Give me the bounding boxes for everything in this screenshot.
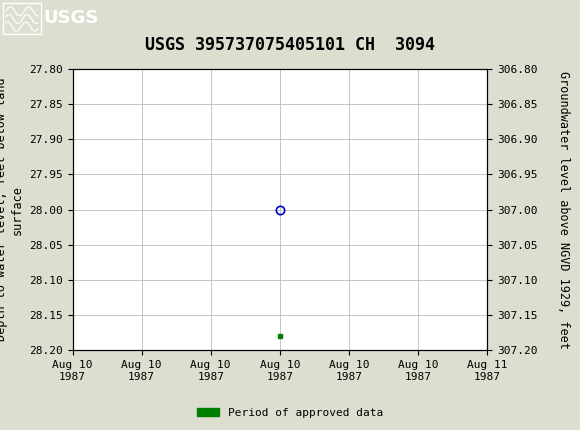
Text: USGS 395737075405101 CH  3094: USGS 395737075405101 CH 3094 (145, 36, 435, 54)
Y-axis label: Groundwater level above NGVD 1929, feet: Groundwater level above NGVD 1929, feet (557, 71, 570, 349)
Legend: Period of approved data: Period of approved data (193, 403, 387, 422)
Y-axis label: Depth to water level, feet below land
surface: Depth to water level, feet below land su… (0, 78, 23, 341)
Text: USGS: USGS (44, 9, 99, 27)
Bar (3, 3, 41, 34)
